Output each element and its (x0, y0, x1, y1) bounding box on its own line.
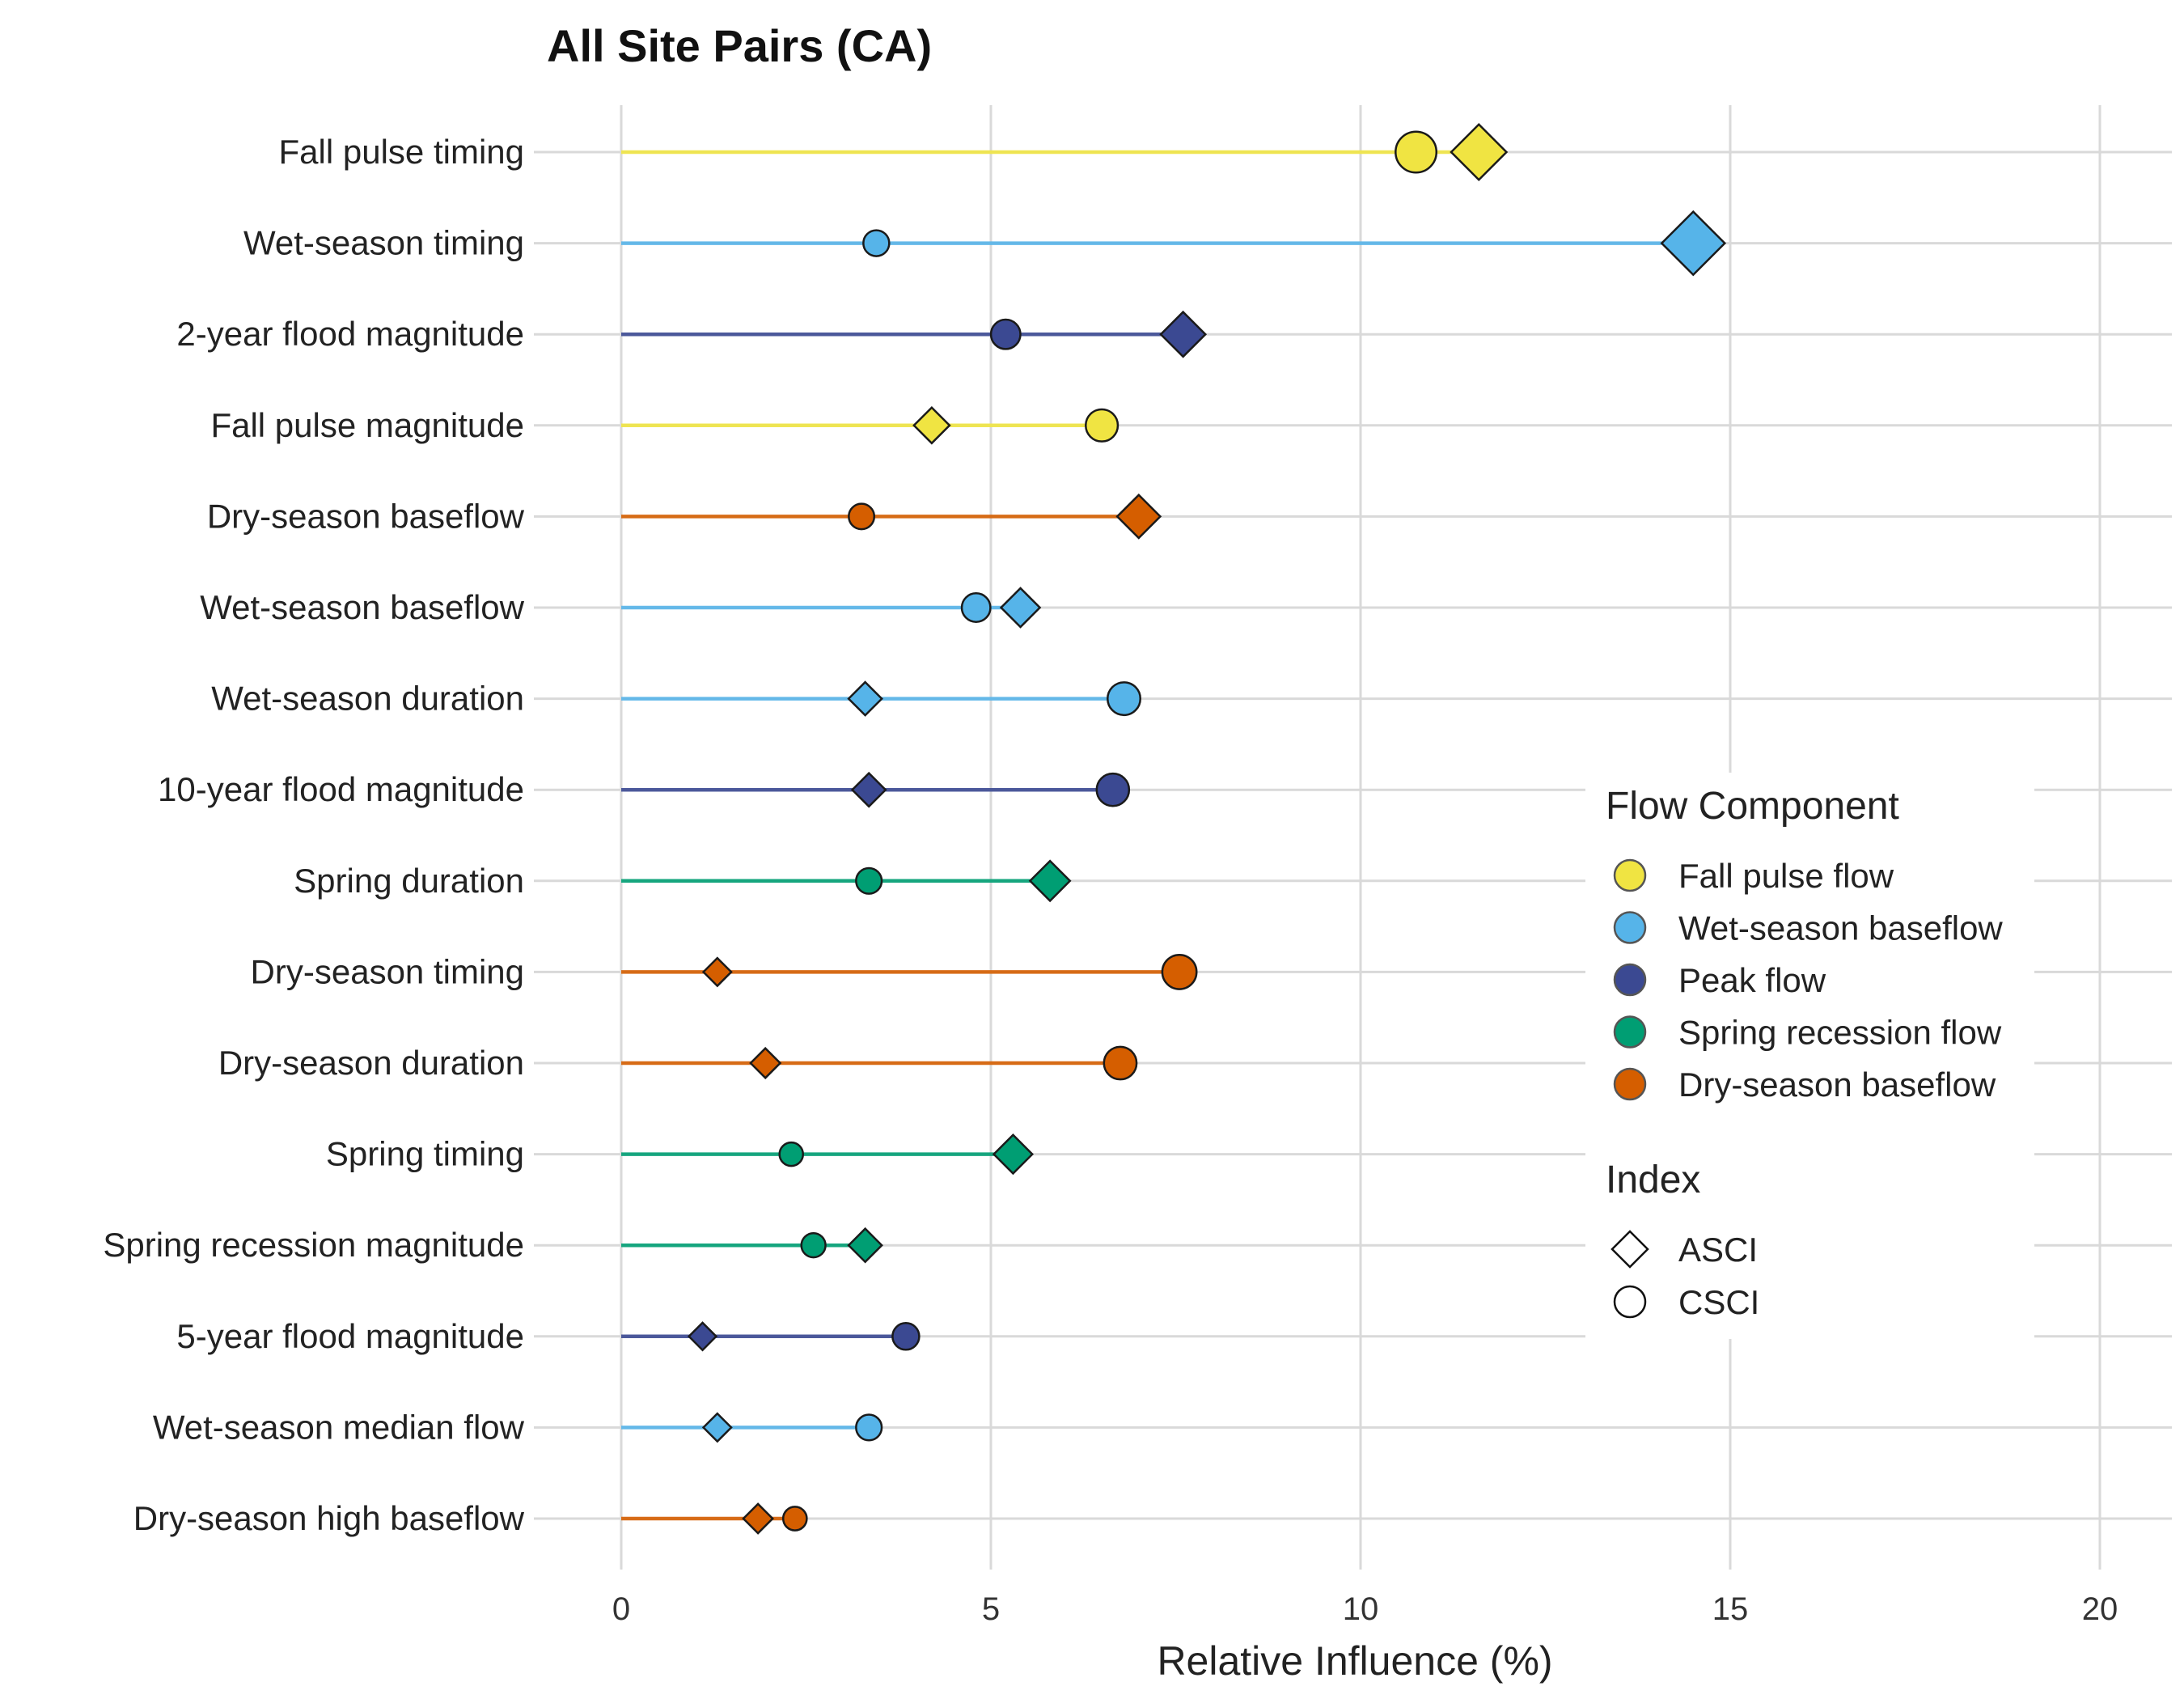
legend: Flow Component Fall pulse flow Wet-season… (1585, 773, 2034, 1339)
asci-point (1028, 859, 1072, 903)
category-label: Wet-season timing (243, 224, 524, 262)
category-label: Fall pulse timing (279, 133, 524, 171)
chart-title: All Site Pairs (CA) (547, 20, 932, 71)
asci-point (687, 1321, 718, 1352)
asci-point (992, 1133, 1035, 1176)
csci-point (1107, 681, 1142, 717)
asci-point (1450, 123, 1509, 181)
x-tick-label: 20 (2082, 1591, 2118, 1627)
category-label: Spring timing (326, 1135, 524, 1173)
category-label: Dry-season duration (218, 1044, 524, 1082)
legend-components: Fall pulse flow Wet-season baseflow Peak f… (1613, 857, 2003, 1104)
csci-point (1395, 130, 1438, 174)
asci-point (1115, 494, 1162, 540)
x-axis-title: Relative Influence (%) (1157, 1638, 1552, 1684)
lollipop-lines (621, 150, 1694, 1521)
asci-point (912, 406, 951, 445)
legend-component-swatch (1613, 911, 1647, 944)
category-label: Wet-season median flow (153, 1408, 525, 1446)
category-labels: Fall pulse timing Wet-season timing 2-year… (103, 133, 524, 1537)
asci-point (1159, 310, 1208, 358)
legend-indices: ASCI CSCI (1610, 1230, 1759, 1321)
legend-component-label: Dry-season baseflow (1678, 1066, 1996, 1104)
x-tick-label: 0 (612, 1591, 630, 1627)
category-label: Spring duration (294, 862, 524, 900)
asci-point (850, 771, 887, 808)
legend-diamond-swatch (1610, 1230, 1649, 1269)
csci-point (1084, 408, 1120, 443)
category-label: Spring recession magnitude (103, 1226, 524, 1264)
category-label: Dry-season baseflow (207, 497, 525, 535)
legend-component-swatch (1613, 1015, 1647, 1049)
csci-point (891, 1322, 921, 1351)
asci-point (701, 956, 733, 988)
csci-point (1161, 953, 1198, 990)
legend-component-label: Wet-season baseflow (1678, 909, 2003, 947)
csci-point (855, 866, 883, 895)
x-tick-label: 5 (982, 1591, 1000, 1627)
category-label: Wet-season duration (211, 680, 524, 718)
legend-component-label: Fall pulse flow (1678, 857, 1894, 895)
legend-component-label: Spring recession flow (1678, 1014, 2002, 1052)
category-label: 2-year flood magnitude (176, 315, 524, 353)
csci-point (960, 592, 992, 623)
asci-point (742, 1502, 774, 1535)
legend-component-swatch (1613, 858, 1647, 892)
legend-component-swatch (1613, 1067, 1647, 1101)
asci-point (1660, 210, 1727, 277)
legend-component-swatch (1613, 963, 1647, 997)
category-label: 5-year flood magnitude (176, 1317, 524, 1355)
x-tick-label: 15 (1712, 1591, 1749, 1627)
category-label: Fall pulse magnitude (210, 406, 524, 444)
asci-point (701, 1412, 733, 1443)
data-points (687, 123, 1727, 1535)
legend-index-label: ASCI (1678, 1231, 1758, 1269)
legend-component-label: Peak flow (1678, 961, 1826, 999)
x-tick-labels: 0 5 10 15 20 (612, 1591, 2118, 1627)
csci-point (778, 1141, 804, 1167)
csci-point (848, 502, 876, 531)
asci-point (749, 1046, 782, 1080)
x-tick-label: 10 (1343, 1591, 1379, 1627)
legend-title-component: Flow Component (1606, 785, 1899, 828)
csci-point (800, 1232, 827, 1259)
asci-point (999, 587, 1042, 629)
legend-title-index: Index (1606, 1159, 1700, 1201)
csci-point (862, 229, 891, 257)
asci-point (847, 680, 883, 717)
asci-point (847, 1227, 883, 1264)
legend-background (1585, 773, 2034, 1339)
category-label: 10-year flood magnitude (158, 770, 524, 808)
csci-point (989, 318, 1022, 350)
legend-circle-swatch (1613, 1285, 1647, 1319)
csci-point (855, 1413, 883, 1442)
legend-index-label: CSCI (1678, 1283, 1759, 1321)
csci-point (1103, 1045, 1138, 1081)
category-label: Dry-season high baseflow (133, 1499, 525, 1537)
csci-point (1095, 772, 1131, 807)
category-label: Wet-season baseflow (200, 588, 524, 626)
csci-point (781, 1506, 808, 1532)
category-label: Dry-season timing (251, 952, 524, 990)
